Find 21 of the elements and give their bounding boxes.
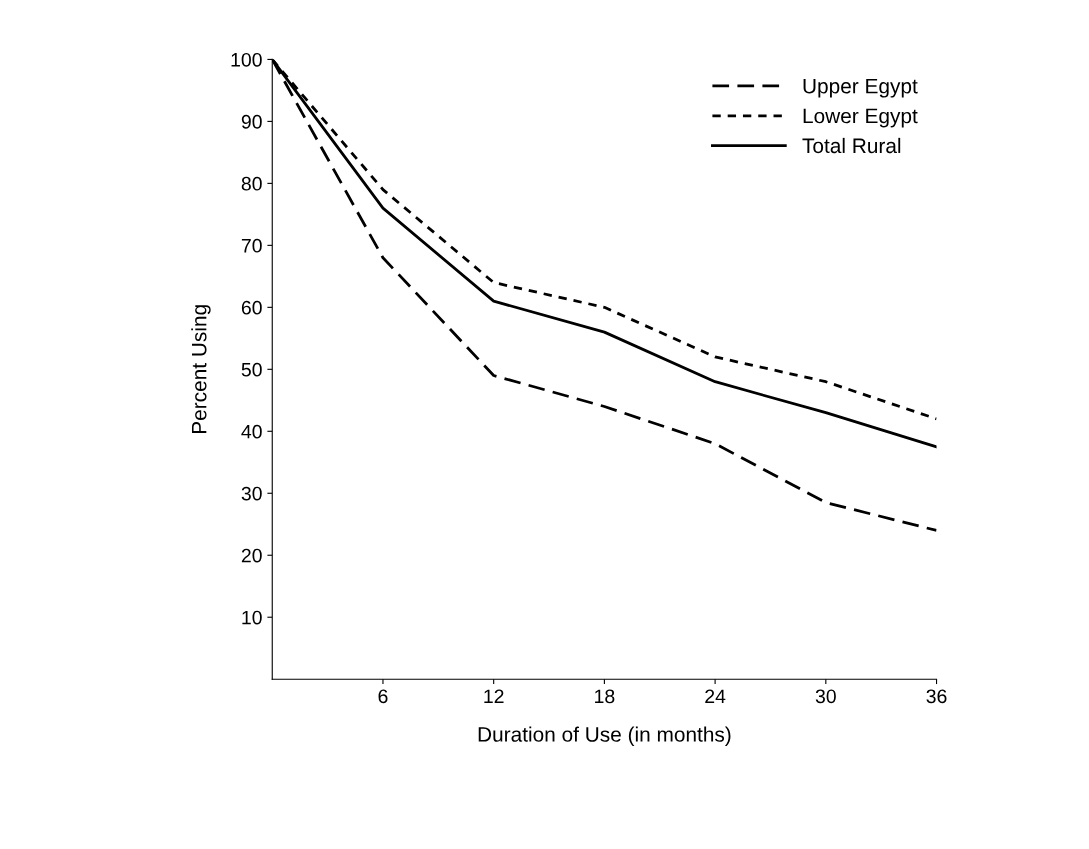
x-tick-label: 24 <box>705 689 726 704</box>
x-tick-label: 36 <box>926 689 947 704</box>
x-tick-label: 6 <box>378 689 388 704</box>
x-tick-label: 30 <box>815 689 836 704</box>
legend-label: Lower Egypt <box>803 108 918 128</box>
x-tick-label: 18 <box>595 689 615 704</box>
y-tick-label: 50 <box>241 362 262 377</box>
y-axis-title: Percent Using <box>191 305 211 434</box>
y-tick-label: 90 <box>241 114 262 129</box>
y-tick-label: 70 <box>241 238 262 253</box>
x-tick-label: 12 <box>484 689 504 704</box>
legend-label: Upper Egypt <box>803 78 918 98</box>
y-tick-label: 30 <box>241 486 262 501</box>
y-tick-label: 100 <box>231 52 262 67</box>
legend-label: Total Rural <box>802 137 901 154</box>
y-tick-label: 40 <box>241 424 262 439</box>
y-tick-label: 60 <box>241 300 262 315</box>
y-tick-label: 80 <box>241 176 262 191</box>
x-axis-title: Duration of Use (in months) <box>478 726 731 746</box>
y-tick-label: 10 <box>242 610 262 625</box>
y-tick-label: 20 <box>241 548 262 563</box>
